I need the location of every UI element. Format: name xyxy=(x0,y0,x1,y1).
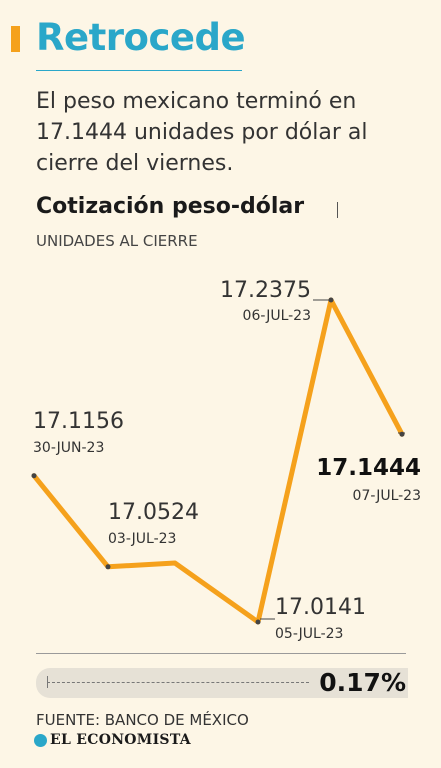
change-box xyxy=(36,668,408,698)
source-text: FUENTE: BANCO DE MÉXICO xyxy=(36,711,249,729)
date-label: 03-JUL-23 xyxy=(108,531,176,547)
accent-bar xyxy=(11,26,20,52)
change-leader-line xyxy=(47,682,309,683)
brand-name: EL ECONOMISTA xyxy=(50,732,191,748)
chart-subtitle: UNIDADES AL CIERRE xyxy=(36,232,198,250)
date-label: 07-JUL-23 xyxy=(353,488,421,504)
date-label: 30-JUN-23 xyxy=(33,440,104,456)
value-label: 17.1156 xyxy=(33,409,124,434)
value-label: 17.2375 xyxy=(220,278,311,303)
headline-rule xyxy=(36,70,242,71)
series-line xyxy=(31,297,405,625)
headline: Retrocede xyxy=(36,16,246,59)
value-label: 17.0524 xyxy=(108,500,199,525)
data-point xyxy=(105,564,111,570)
date-label: 06-JUL-23 xyxy=(243,308,311,324)
data-point xyxy=(328,297,334,303)
title-separator xyxy=(337,202,338,218)
value-label: 17.0141 xyxy=(275,595,366,620)
footer-rule xyxy=(36,653,406,654)
date-label: 05-JUL-23 xyxy=(275,626,343,642)
value-label: 17.1444 xyxy=(316,455,421,481)
change-value: 0.17% xyxy=(319,668,406,697)
data-point xyxy=(31,473,37,479)
summary-text: El peso mexicano terminó en 17.1444 unid… xyxy=(36,89,368,176)
chart-title: Cotización peso-dólar xyxy=(36,194,305,219)
brand-logo: EL ECONOMISTA xyxy=(34,730,191,750)
data-point xyxy=(399,431,405,437)
data-point xyxy=(255,619,261,625)
brand-logo-icon xyxy=(34,733,47,747)
